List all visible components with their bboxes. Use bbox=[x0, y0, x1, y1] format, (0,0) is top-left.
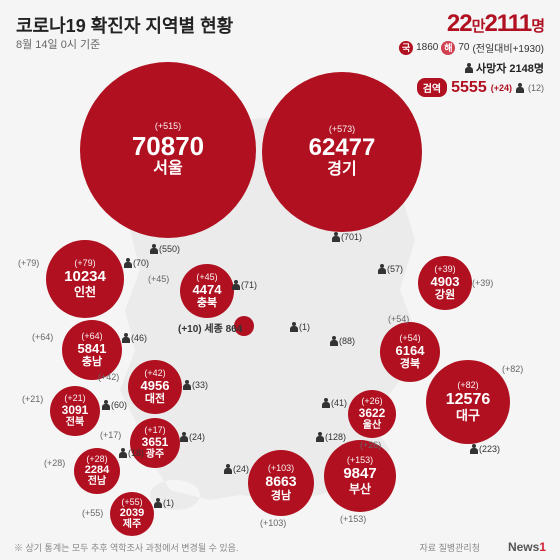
daily-delta: (전일대비+1930) bbox=[472, 40, 544, 55]
subtitle: 8월 14일 0시 기준 bbox=[16, 36, 100, 52]
deaths-label: (70) bbox=[124, 258, 149, 268]
infographic-container: 코로나19 확진자 지역별 현황 8월 14일 0시 기준 22만2111명 국… bbox=[0, 0, 560, 560]
deaths-label: (128) bbox=[316, 432, 346, 442]
news1-logo: News1 bbox=[508, 540, 546, 554]
deaths-label: (46) bbox=[122, 333, 147, 343]
deaths-label: (701) bbox=[332, 232, 362, 242]
total-count: 22만2111명 bbox=[447, 10, 544, 38]
delta-label: (+55) bbox=[82, 508, 103, 518]
deaths-label: (550) bbox=[150, 244, 180, 254]
delta-label: (+42) bbox=[98, 372, 119, 382]
domestic-badge: 국 bbox=[399, 41, 413, 55]
overseas-value: 70 bbox=[458, 42, 469, 53]
deaths-label: (41) bbox=[322, 398, 347, 408]
region-경북: (+54)6164경북 bbox=[380, 322, 440, 382]
delta-label: (+103) bbox=[260, 518, 286, 528]
quarantine-value: 5555 bbox=[451, 79, 487, 97]
region-서울: (+515)70870서울 bbox=[80, 62, 256, 238]
delta-label: (+82) bbox=[502, 364, 523, 374]
region-대전: (+42)4956대전 bbox=[128, 360, 182, 414]
deaths-label: (57) bbox=[378, 264, 403, 274]
deaths-label: (18) bbox=[119, 448, 144, 458]
deaths-label: (33) bbox=[183, 380, 208, 390]
deaths-label: (88) bbox=[330, 336, 355, 346]
region-충북: (+45)4474충북 bbox=[180, 264, 234, 318]
deaths-total: 사망자 2148명 bbox=[465, 60, 544, 76]
person-icon bbox=[465, 63, 473, 73]
region-대구: (+82)12576대구 bbox=[426, 360, 510, 444]
delta-label: (+17) bbox=[100, 430, 121, 440]
delta-label: (+45) bbox=[148, 274, 169, 284]
data-source: 자료 질병관리청 bbox=[420, 541, 480, 554]
region-경기: (+573)62477경기 bbox=[262, 72, 422, 232]
deaths-label: (24) bbox=[224, 464, 249, 474]
quarantine-row: 검역 5555 (+24) (12) bbox=[417, 78, 544, 97]
region-전북: (+21)3091전북 bbox=[50, 386, 100, 436]
region-강원: (+39)4903강원 bbox=[418, 256, 472, 310]
quarantine-delta: (+24) bbox=[491, 83, 512, 93]
delta-label: (+28) bbox=[44, 458, 65, 468]
delta-label: (+21) bbox=[22, 394, 43, 404]
delta-label: (+54) bbox=[388, 314, 409, 324]
deaths-label: (1) bbox=[290, 322, 310, 332]
delta-label: (+64) bbox=[32, 332, 53, 342]
deaths-label: (223) bbox=[470, 444, 500, 454]
delta-label: (+26) bbox=[360, 440, 381, 450]
deaths-label: (71) bbox=[232, 280, 257, 290]
quarantine-deaths: (12) bbox=[528, 83, 544, 93]
region-울산: (+26)3622울산 bbox=[348, 390, 396, 438]
quarantine-label: 검역 bbox=[417, 78, 447, 97]
region-부산: (+153)9847부산 bbox=[324, 440, 396, 512]
footer-note: ※ 상기 통계는 모두 추후 역학조사 과정에서 변경될 수 있음. bbox=[14, 541, 238, 554]
stat-row: 국 1860 해 70 (전일대비+1930) bbox=[399, 40, 544, 55]
overseas-badge: 해 bbox=[441, 41, 455, 55]
region-충남: (+64)5841충남 bbox=[62, 320, 122, 380]
delta-label: (+153) bbox=[340, 514, 366, 524]
person-icon bbox=[516, 83, 524, 93]
region-제주: (+55)2039제주 bbox=[110, 492, 154, 536]
deaths-label: (1) bbox=[154, 498, 174, 508]
sejong-label: (+10) 세종 864 bbox=[178, 320, 242, 335]
region-광주: (+17)3651광주 bbox=[130, 418, 180, 468]
region-전남: (+28)2284전남 bbox=[74, 448, 120, 494]
deaths-label: (24) bbox=[180, 432, 205, 442]
region-인천: (+79)10234인천 bbox=[46, 240, 124, 318]
domestic-value: 1860 bbox=[416, 42, 438, 53]
title: 코로나19 확진자 지역별 현황 bbox=[16, 12, 233, 38]
delta-label: (+39) bbox=[472, 278, 493, 288]
delta-label: (+79) bbox=[18, 258, 39, 268]
region-경남: (+103)8663경남 bbox=[248, 450, 314, 516]
deaths-label: (60) bbox=[102, 400, 127, 410]
